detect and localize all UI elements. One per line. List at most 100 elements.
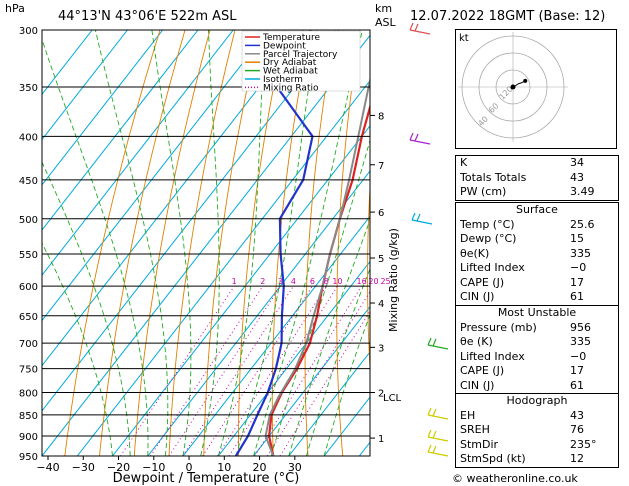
wet-adiabat-line bbox=[217, 30, 266, 456]
km-tick-label: 6 bbox=[378, 208, 384, 219]
row-label: StmSpd (kt) bbox=[460, 452, 526, 465]
isotherm-line bbox=[253, 305, 370, 456]
row-label: StmDir bbox=[460, 437, 499, 451]
pressure-tick-label: 850 bbox=[19, 411, 38, 422]
km-tick-label: 8 bbox=[378, 111, 384, 122]
row-value: 3.49 bbox=[570, 185, 595, 198]
row-value: 235° bbox=[570, 437, 597, 451]
surface-title: Surface bbox=[516, 203, 558, 216]
wind-barb-flag bbox=[427, 407, 432, 416]
wind-barb-flag bbox=[416, 213, 421, 222]
x-tick-label: 10 bbox=[217, 461, 231, 474]
km-tick-label: 2 bbox=[378, 388, 384, 399]
wet-adiabat-line bbox=[270, 138, 370, 456]
dry-adiabat-line bbox=[133, 30, 211, 456]
wind-barb-flag bbox=[427, 429, 432, 438]
x-tick-label: −20 bbox=[107, 461, 130, 474]
table-row: StmDir 235° bbox=[456, 438, 618, 453]
pressure-axis: 1 2 3 4 6 8 10 16 20 2530035040045050055060065070… bbox=[19, 26, 391, 463]
wind-barb bbox=[411, 219, 433, 225]
datetime-title: 12.07.2022 18GMT (Base: 12) bbox=[410, 9, 606, 24]
hodograph-table: Hodograph EH 43 SREH 76 StmDir 235° StmSpd (kt… bbox=[455, 393, 619, 468]
wind-barb bbox=[409, 29, 431, 35]
table-row: θe (K) 335 bbox=[456, 335, 618, 350]
table-row: CAPE (J) 17 bbox=[456, 364, 618, 379]
wind-barb-flag bbox=[432, 408, 437, 417]
most-unstable-title: Most Unstable bbox=[497, 306, 577, 319]
row-value: 335 bbox=[570, 246, 591, 260]
x-tick-label: 20 bbox=[253, 461, 267, 474]
mixing-ratio-label: 16 bbox=[357, 277, 367, 286]
wind-barb bbox=[409, 139, 431, 145]
wet-adiabat-line bbox=[200, 30, 220, 456]
km-axis-title: km bbox=[375, 2, 393, 15]
hodograph-frame bbox=[455, 29, 617, 149]
row-value: 17 bbox=[570, 275, 584, 289]
dry-adiabat-line bbox=[304, 30, 336, 456]
dry-adiabat-line bbox=[64, 30, 161, 456]
isotherm-line bbox=[112, 125, 370, 456]
km-tick-label: 7 bbox=[378, 161, 384, 172]
dry-adiabat-line bbox=[168, 30, 236, 456]
x-tick-label: −40 bbox=[36, 461, 59, 474]
pressure-tick-label: 650 bbox=[19, 312, 38, 323]
wind-barb-flag bbox=[411, 212, 416, 221]
temperature-axis: −40 −30 −20 −10 0 10 20 30 bbox=[36, 456, 302, 474]
wind-barb-flag bbox=[432, 338, 437, 347]
hodograph-title: Hodograph bbox=[506, 394, 568, 407]
isotherm-line bbox=[42, 30, 128, 141]
isotherm-line bbox=[147, 170, 370, 456]
dewpoint-line bbox=[234, 30, 314, 456]
row-value: 43 bbox=[570, 170, 584, 184]
row-value: 25.6 bbox=[570, 217, 595, 231]
isotherm-line bbox=[42, 34, 370, 456]
hodograph-storm-motion bbox=[523, 78, 528, 83]
row-value: −0 bbox=[570, 261, 587, 274]
km-tick-label: 3 bbox=[378, 343, 384, 354]
isotherm-line bbox=[217, 260, 370, 456]
mixing-ratio-line bbox=[254, 285, 363, 456]
row-value: 956 bbox=[570, 320, 591, 334]
mixing-ratio-label: 20 bbox=[368, 277, 378, 286]
table-row: Lifted Index −0 bbox=[456, 261, 618, 276]
pressure-tick-label: 300 bbox=[19, 26, 38, 37]
table-row: CAPE (J) 17 bbox=[456, 276, 618, 291]
row-label: Temp (°C) bbox=[460, 217, 515, 231]
dry-adiabat-line bbox=[336, 30, 361, 456]
mixing-ratio-line bbox=[182, 285, 294, 456]
pressure-tick-label: 400 bbox=[19, 132, 38, 143]
row-label: PW (cm) bbox=[460, 185, 507, 198]
isotherm-line bbox=[42, 30, 164, 186]
table-row: θe(K) 335 bbox=[456, 247, 618, 262]
wind-barb bbox=[427, 414, 449, 420]
row-label: SREH bbox=[460, 423, 490, 436]
asl-axis-title: ASL bbox=[375, 16, 396, 29]
legend-box bbox=[241, 30, 361, 92]
row-label: CIN (J) bbox=[460, 290, 495, 303]
row-value: 43 bbox=[570, 408, 584, 422]
pressure-tick-label: 950 bbox=[19, 452, 38, 463]
wind-barb-flag bbox=[427, 444, 432, 453]
mixing-ratio-label: 10 bbox=[332, 277, 342, 286]
x-tick-label: 0 bbox=[186, 461, 193, 474]
wet-adiabat-line bbox=[288, 218, 370, 456]
table-row: Temp (°C) 25.6 bbox=[456, 218, 618, 233]
row-label: K bbox=[460, 156, 468, 169]
row-value: 335 bbox=[570, 335, 591, 348]
row-label: θe(K) bbox=[460, 246, 490, 260]
wind-barb-flag bbox=[427, 337, 432, 346]
mixing-ratio-label: 8 bbox=[324, 277, 329, 286]
parcel-trajectory-line bbox=[264, 76, 370, 456]
row-value: 34 bbox=[570, 156, 584, 169]
row-label: Dewp (°C) bbox=[460, 232, 517, 245]
mixing-ratio-line bbox=[202, 285, 313, 456]
wet-adiabat-line bbox=[42, 161, 131, 456]
table-row: StmSpd (kt) 12 bbox=[456, 452, 618, 467]
location-title: 44°13'N 43°06'E 522m ASL bbox=[58, 9, 237, 24]
isotherm-line bbox=[76, 79, 370, 456]
x-axis-label: Dewpoint / Temperature (°C) bbox=[113, 471, 300, 486]
dry-adiabat-line bbox=[238, 30, 286, 456]
